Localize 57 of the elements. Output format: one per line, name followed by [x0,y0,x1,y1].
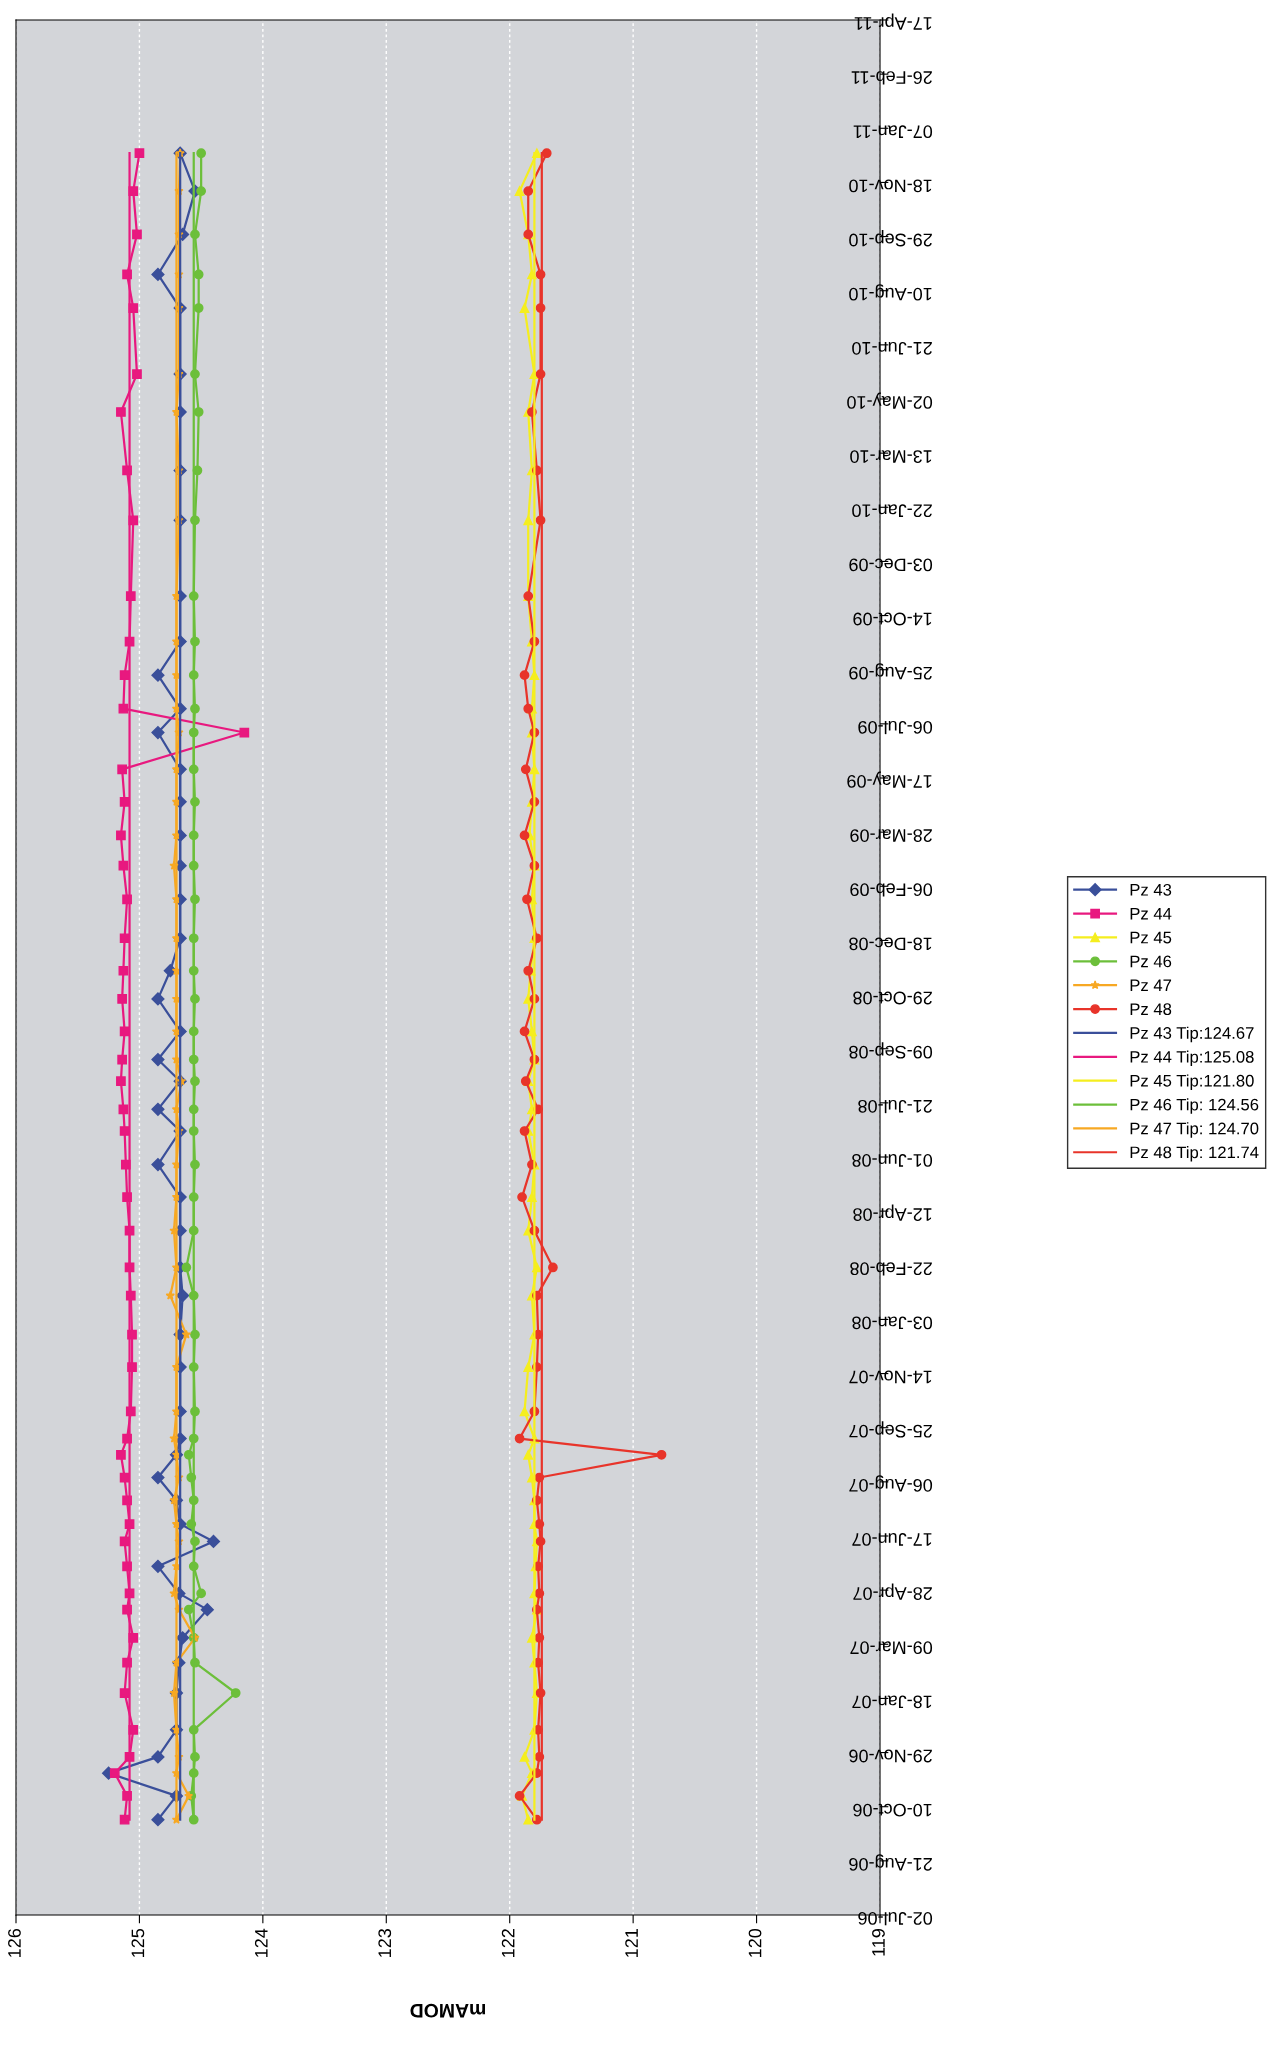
y-tick-label: 28-Apr-07 [853,1583,932,1600]
y-tick-label: 10-Aug-10 [849,284,932,301]
y-tick-label: 06-Jul-09 [858,720,933,735]
y-tick-label: 29-Oct-08 [853,991,932,1005]
y-tick-label: 10-Oct-06 [853,1803,932,1817]
legend-label: Pz 44 Tip:125.08 [1130,1050,1254,1067]
y-tick-label: 01-Jun-08 [852,1154,933,1167]
legend-label: Pz 45 Tip:121.80 [1130,1074,1254,1090]
legend-label: Pz 48 Tip: 121.74 [1130,1146,1259,1162]
y-tick-label: 06-Aug-07 [849,1475,933,1492]
y-tick-label: 21-Jul-08 [858,1099,932,1114]
y-tick-label: 21-Aug-06 [849,1854,932,1871]
legend-label: Pz 44 [1130,907,1172,920]
y-tick-label: 03-Dec-09 [849,558,933,572]
y-tick-label: 06-Feb-09 [850,883,933,897]
legend-label: Pz 46 Tip: 124.56 [1130,1098,1259,1114]
x-tick-label: 125 [131,1928,145,1957]
x-tick-label: 119 [872,1929,885,1956]
y-tick-label: 28-Mar-09 [850,829,932,842]
y-tick-label: 25-Aug-09 [849,663,932,680]
x-tick-label: 126 [8,1928,21,1957]
y-tick-label: 03-Jan-08 [852,1316,933,1330]
legend-label: Pz 43 [1130,883,1172,896]
x-tick-label: 121 [625,1929,638,1957]
y-tick-label: 18-Jan-07 [852,1695,932,1709]
y-tick-label: 21-Jun-10 [852,341,932,355]
y-tick-label: 02-Jul-06 [858,1912,933,1926]
x-tick-label: 122 [501,1929,515,1957]
y-tick-label: 29-Nov-06 [849,1749,932,1763]
y-tick-label: 18-Dec-08 [849,937,932,951]
y-tick-label: 17-Apr-11 [854,13,932,30]
y-tick-label: 29-Sep-10 [849,230,932,247]
y-tick-label: 25-Sep-07 [849,1421,932,1438]
legend-label: Pz 45 [1130,931,1172,944]
y-tick-label: 14-Oct-09 [853,612,932,626]
legend-label: Pz 46 [1130,955,1172,968]
y-tick-label: 26-Feb-11 [851,71,932,85]
y-tick-label: 22-Feb-08 [850,1262,932,1276]
y-tick-label: 07-Jan-11 [853,125,933,139]
y-tick-label: 18-Nov-10 [849,179,932,193]
y-tick-label: 22-Jan-10 [852,504,932,518]
y-tick-label: 14-Nov-07 [849,1370,932,1384]
y-tick-label: 02-May-10 [847,392,933,409]
legend-label: Pz 48 [1130,1003,1172,1016]
x-tick-label: 124 [254,1928,268,1957]
y-tick-label: 09-Sep-08 [849,1042,933,1059]
y-tick-label: 09-Mar-07 [850,1641,933,1655]
legend-label: Pz 43 Tip:124.67 [1130,1026,1254,1043]
legend-label: Pz 47 [1130,979,1172,992]
y-tick-label: 12-Apr-08 [853,1204,932,1221]
y-tick-label: 17-May-09 [847,771,932,788]
y-tick-label: 17-Jun-07 [852,1533,932,1546]
x-tick-label: 123 [378,1928,392,1957]
x-axis-title: mAMOD [410,2003,486,2018]
x-tick-label: 120 [748,1928,762,1957]
y-tick-label: 13-Mar-10 [850,450,932,463]
legend-label: Pz 47 Tip: 124.70 [1130,1122,1259,1138]
